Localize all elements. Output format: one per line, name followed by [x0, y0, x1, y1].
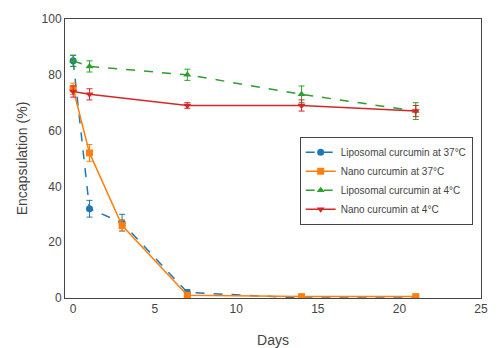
svg-text:10: 10 — [230, 302, 244, 316]
svg-text:20: 20 — [393, 302, 407, 316]
svg-text:80: 80 — [48, 68, 62, 82]
svg-text:5: 5 — [151, 302, 158, 316]
svg-text:Nano curcumin at 4°C: Nano curcumin at 4°C — [341, 204, 439, 215]
svg-text:100: 100 — [42, 12, 62, 26]
svg-text:60: 60 — [48, 124, 62, 138]
svg-text:Nano curcumin at 37°C: Nano curcumin at 37°C — [341, 166, 445, 177]
svg-text:0: 0 — [70, 302, 77, 316]
svg-text:25: 25 — [474, 302, 488, 316]
svg-text:15: 15 — [311, 302, 325, 316]
svg-text:20: 20 — [48, 235, 62, 249]
svg-text:0: 0 — [55, 291, 62, 305]
svg-text:Liposomal curcumin at 4°C: Liposomal curcumin at 4°C — [341, 185, 461, 196]
svg-text:Liposomal curcumin at 37°C: Liposomal curcumin at 37°C — [341, 147, 466, 158]
svg-text:Encapsulation (%): Encapsulation (%) — [14, 102, 30, 216]
svg-text:40: 40 — [48, 180, 62, 194]
svg-text:Days: Days — [257, 332, 289, 348]
